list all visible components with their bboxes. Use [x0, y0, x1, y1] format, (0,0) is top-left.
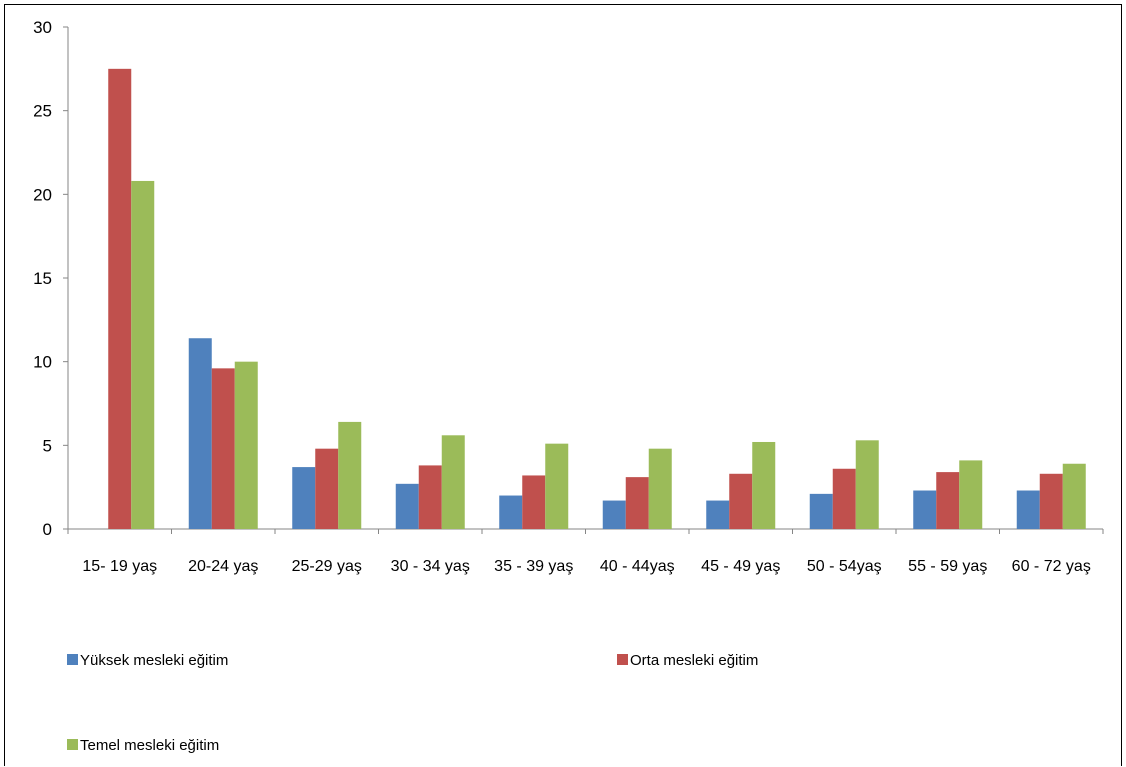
legend: Yüksek mesleki eğitim Orta mesleki eğitim… — [67, 652, 758, 754]
y-tick-label: 10 — [33, 353, 52, 372]
bar — [729, 474, 752, 529]
x-tick-label: 15- 19 yaş — [82, 558, 157, 575]
legend-swatch — [67, 654, 78, 665]
x-tick-label: 60 - 72 yaş — [1012, 558, 1091, 575]
bar — [913, 491, 936, 529]
bar — [936, 472, 959, 529]
bar — [959, 460, 982, 529]
bar — [706, 501, 729, 529]
y-tick-label: 20 — [33, 185, 52, 204]
bar — [649, 449, 672, 529]
bar — [131, 181, 154, 529]
bar-chart: 0 5 10 15 20 25 30 15- 19 yaş 20-24 yaş 25-29 ya… — [5, 5, 1123, 767]
bar — [833, 469, 856, 529]
x-tick-label: 20-24 yaş — [188, 558, 258, 575]
legend-swatch — [67, 739, 78, 750]
bar — [603, 501, 626, 529]
bar — [315, 449, 338, 529]
bar — [1063, 464, 1086, 529]
bar — [212, 368, 235, 529]
bar — [396, 484, 419, 529]
legend-swatch — [617, 654, 628, 665]
x-tick-label: 50 - 54yaş — [807, 558, 882, 575]
bar — [419, 465, 442, 529]
y-tick-label: 15 — [33, 269, 52, 288]
bar — [1040, 474, 1063, 529]
x-tick-label: 35 - 39 yaş — [494, 558, 573, 575]
bar — [1017, 491, 1040, 529]
bar — [626, 477, 649, 529]
y-tick-label: 5 — [43, 436, 52, 455]
bar — [810, 494, 833, 529]
y-tick-labels: 0 5 10 15 20 25 30 — [33, 18, 52, 539]
x-tick-label: 55 - 59 yaş — [908, 558, 987, 575]
x-tick-labels: 15- 19 yaş 20-24 yaş 25-29 yaş 30 - 34 yaş 3… — [82, 558, 1090, 575]
x-tick-label: 40 - 44yaş — [600, 558, 675, 575]
bar — [235, 362, 258, 529]
legend-label: Yüksek mesleki eğitim — [80, 652, 228, 669]
bar — [856, 440, 879, 529]
x-tick-label: 25-29 yaş — [292, 558, 362, 575]
bar — [499, 496, 522, 529]
legend-label: Orta mesleki eğitim — [630, 652, 758, 669]
y-tick-label: 25 — [33, 102, 52, 121]
y-tick-label: 30 — [33, 18, 52, 37]
bar — [338, 422, 361, 529]
bar — [752, 442, 775, 529]
x-tick-label: 30 - 34 yaş — [391, 558, 470, 575]
bar — [522, 475, 545, 529]
bar — [442, 435, 465, 529]
bar — [108, 69, 131, 529]
y-tick-label: 0 — [43, 520, 52, 539]
x-tick-label: 45 - 49 yaş — [701, 558, 780, 575]
bar — [189, 338, 212, 529]
legend-label: Temel mesleki eğitim — [80, 737, 219, 754]
bar — [545, 444, 568, 529]
bars — [108, 69, 1086, 529]
bar — [292, 467, 315, 529]
chart-frame: 0 5 10 15 20 25 30 15- 19 yaş 20-24 yaş 25-29 ya… — [4, 4, 1122, 766]
